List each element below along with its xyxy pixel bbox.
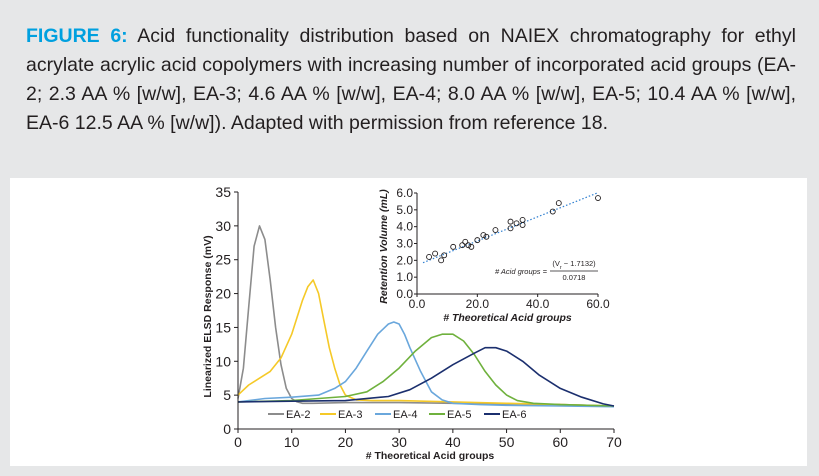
y-tick-label: 5 xyxy=(223,387,231,403)
figure-caption: FIGURE 6: Acid functionality distributio… xyxy=(26,22,796,138)
inset-data-point xyxy=(450,243,457,250)
x-tick-label: 40 xyxy=(445,434,461,450)
x-tick-label: 0 xyxy=(234,434,242,450)
inset-x-tick-label: 60.0 xyxy=(586,297,610,311)
x-axis-title: # Theoretical Acid groups xyxy=(366,450,495,462)
y-tick-label: 35 xyxy=(215,184,231,200)
x-tick-label: 60 xyxy=(552,434,568,450)
equation-lhs: # Acid groups = xyxy=(495,267,548,276)
y-axis-title: Linearized ELSD Response (mV) xyxy=(202,235,214,397)
equation-subscript: r xyxy=(560,265,562,271)
y-tick-label: 20 xyxy=(215,286,231,302)
inset-y-tick-label: 2.0 xyxy=(396,253,413,267)
x-tick-label: 50 xyxy=(499,434,515,450)
inset-data-point xyxy=(465,242,472,249)
figure-panel: 0 5 10 15 20 25 30 35 0 10 20 30 40 50 60 70 # Theoretic… xyxy=(10,178,807,466)
y-tick-label: 0 xyxy=(223,421,231,437)
figure-svg: 0 5 10 15 20 25 30 35 0 10 20 30 40 50 60 70 # Theoretic… xyxy=(202,184,637,462)
inset-data-point xyxy=(468,243,475,250)
legend-label-ea-3: EA-3 xyxy=(338,409,362,421)
inset-data-point xyxy=(549,208,556,215)
equation-numerator-rest: − 1.7132) xyxy=(562,259,596,268)
caption-text: Acid functionality distribution based on… xyxy=(26,25,796,134)
legend-label-ea-2: EA-2 xyxy=(286,409,310,421)
x-tick-label: 10 xyxy=(284,434,300,450)
inset-y-tick-label: 6.0 xyxy=(396,186,413,200)
inset-data-point xyxy=(555,200,562,207)
inset-data-point xyxy=(513,220,520,227)
inset-data-point xyxy=(507,225,514,232)
x-tick-label: 30 xyxy=(391,434,407,450)
inset-x-axis-title: # Theoretical Acid groups xyxy=(443,312,572,324)
inset-data-point xyxy=(492,227,499,233)
inset-y-tick-label: 0.0 xyxy=(396,287,413,301)
inset-data-point xyxy=(474,237,481,244)
inset-x-tick-label: 40.0 xyxy=(526,297,550,311)
inset-data-point xyxy=(459,242,466,249)
inset-x-tick-label: 0.0 xyxy=(409,297,426,311)
inset-y-tick-label: 5.0 xyxy=(396,203,413,217)
inset-data-point xyxy=(438,257,445,264)
series-line-ea-5 xyxy=(237,333,615,407)
series-line-ea-3 xyxy=(237,279,615,407)
inset-y-axis-title: Retention Volume (mL) xyxy=(378,189,390,304)
inset-x-tick-label: 20.0 xyxy=(466,297,490,311)
equation-denominator: 0.0718 xyxy=(563,273,586,282)
series-line-ea-2 xyxy=(237,225,615,407)
inset-data-point xyxy=(595,195,601,201)
figure-label: FIGURE 6: xyxy=(26,25,128,47)
series-line-ea-4 xyxy=(237,321,615,408)
inset-data-point xyxy=(426,254,433,260)
inset-y-tick-label: 3.0 xyxy=(396,237,413,251)
inset-data-point xyxy=(480,232,487,239)
inset-data-point xyxy=(519,216,526,223)
inset-background xyxy=(401,184,637,324)
legend-label-ea-5: EA-5 xyxy=(447,409,471,421)
inset-data-point xyxy=(432,250,439,257)
legend-label-ea-4: EA-4 xyxy=(393,409,417,421)
y-tick-label: 10 xyxy=(215,353,231,369)
y-tick-label: 30 xyxy=(215,218,231,234)
x-tick-label: 20 xyxy=(338,434,354,450)
y-tick-label: 25 xyxy=(215,252,231,268)
inset-data-point xyxy=(441,252,448,259)
y-tick-label: 15 xyxy=(215,319,231,335)
inset-y-tick-label: 4.0 xyxy=(396,220,413,234)
inset-data-point xyxy=(462,238,469,245)
inset-y-tick-label: 1.0 xyxy=(396,270,413,284)
x-tick-label: 70 xyxy=(606,434,622,450)
legend-label-ea-6: EA-6 xyxy=(502,409,526,421)
inset-data-point xyxy=(507,218,514,225)
inset-data-point xyxy=(483,233,490,240)
series-line-ea-6 xyxy=(237,346,615,407)
